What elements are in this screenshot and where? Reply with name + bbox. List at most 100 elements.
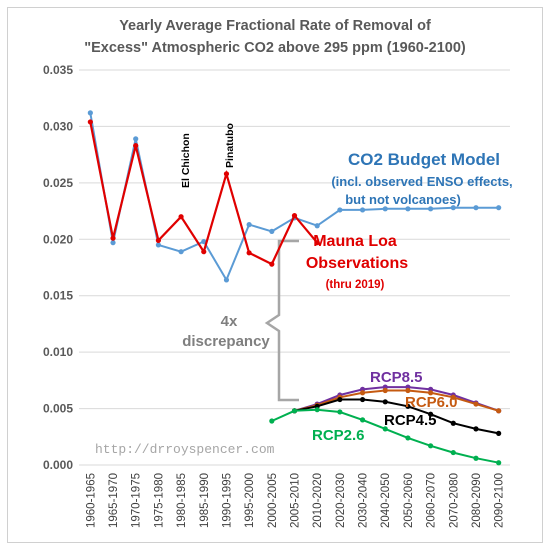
rcp60-series-point	[496, 408, 502, 414]
model-series-point	[496, 205, 502, 211]
model-series-point	[246, 222, 252, 228]
y-tick-label: 0.025	[43, 176, 73, 190]
rcp45-series-line	[294, 398, 499, 435]
chart-frame	[7, 7, 543, 543]
x-tick-label: 2005-2010	[290, 473, 302, 528]
rcp26-series-point	[496, 460, 502, 466]
model-series-point	[450, 205, 456, 211]
y-tick-label: 0.030	[43, 119, 73, 133]
x-tick-label: 2080-2090	[471, 473, 483, 528]
rcp26-series-point	[359, 417, 366, 423]
rcp60-series-point	[382, 387, 388, 394]
y-tick-label: 0.035	[43, 63, 73, 77]
rcp60-series-point	[405, 387, 411, 394]
rcp26-series-point	[473, 455, 479, 461]
x-tick-label: 2040-2050	[380, 473, 392, 528]
observed-label-1: Mauna Loa	[313, 233, 397, 250]
volcano-label-el-chichon: El Chichon	[180, 133, 192, 188]
rcp45-series-point	[337, 396, 343, 403]
x-tick-label: 1990-1995	[221, 473, 233, 528]
observed-series-point	[201, 249, 207, 255]
rcp60-series-point	[473, 401, 479, 407]
rcp45-series-point	[428, 411, 434, 417]
rcp45-label: RCP4.5	[384, 412, 437, 429]
x-tick-label: 1995-2000	[244, 473, 256, 528]
rcp45-series-point	[405, 403, 411, 409]
x-tick-label: 2020-2030	[335, 473, 347, 528]
x-tick-label: 1970-1975	[131, 473, 143, 528]
model-series-point	[337, 207, 343, 213]
rcp26-series-point	[314, 407, 320, 413]
model-series-point	[87, 110, 93, 116]
observed-series-point	[246, 250, 252, 256]
rcp26-series-point	[291, 408, 298, 414]
x-tick-label: 1975-1980	[153, 473, 165, 528]
model-series-point	[359, 207, 366, 213]
observed-note: (thru 2019)	[326, 279, 385, 291]
rcp26-label: RCP2.6	[312, 427, 365, 444]
model-series-point	[269, 228, 275, 234]
model-series-point	[382, 206, 388, 212]
model-note-2: but not volcanoes)	[345, 192, 461, 207]
model-series-point	[314, 223, 320, 229]
discrepancy-bracket	[264, 239, 299, 402]
chart-title-line-1: Yearly Average Fractional Rate of Remova…	[119, 18, 431, 34]
rcp26-series-point	[337, 409, 343, 415]
rcp60-series-point	[428, 390, 434, 396]
y-tick-label: 0.020	[43, 232, 73, 246]
observed-series-point	[269, 261, 275, 267]
volcano-label-pinatubo: Pinatubo	[224, 123, 236, 168]
observed-series-point	[291, 212, 298, 219]
rcp60-label: RCP6.0	[405, 394, 458, 411]
observed-series-point	[223, 171, 230, 177]
x-tick-label: 1960-1965	[85, 473, 97, 528]
model-series-point	[201, 238, 207, 245]
rcp45-series-point	[450, 420, 456, 426]
y-tick-label: 0.010	[43, 345, 73, 359]
model-series-point	[178, 249, 184, 255]
x-tick-label: 2030-2040	[358, 473, 370, 528]
observed-series-point	[133, 143, 139, 149]
model-series-point	[110, 240, 116, 246]
rcp26-series-point	[269, 418, 275, 424]
rcp85-series-line	[294, 386, 500, 412]
x-tick-label: 2090-2100	[494, 473, 506, 528]
x-tick-label: 2000-2005	[267, 473, 279, 528]
x-tick-label: 2050-2060	[403, 473, 415, 528]
rcp26-series-point	[450, 449, 456, 456]
rcp60-series-point	[359, 390, 366, 396]
observed-series-point	[155, 237, 161, 244]
model-label: CO2 Budget Model	[348, 150, 500, 169]
rcp45-series-point	[359, 396, 366, 403]
model-series-point	[473, 205, 479, 211]
y-tick-label: 0.015	[43, 289, 73, 303]
y-tick-label: 0.005	[43, 402, 73, 416]
rcp85-label: RCP8.5	[370, 369, 423, 386]
discrepancy-label-1: 4x	[221, 313, 238, 330]
x-tick-label: 2070-2080	[448, 473, 460, 528]
model-series-point	[133, 136, 139, 142]
x-tick-label: 2060-2070	[426, 473, 438, 528]
observed-label-2: Observations	[306, 255, 408, 272]
rcp26-series-point	[382, 426, 388, 432]
discrepancy-label-2: discrepancy	[182, 333, 270, 350]
observed-series-point	[178, 214, 184, 220]
source-url: http://drroyspencer.com	[95, 442, 275, 457]
model-series-point	[428, 206, 434, 212]
observed-series-point	[314, 240, 320, 246]
x-tick-label: 1980-1985	[176, 473, 188, 528]
y-tick-label: 0.000	[43, 458, 73, 472]
model-series-point	[155, 242, 161, 248]
rcp60-series-line	[294, 389, 499, 412]
rcp45-series-point	[382, 399, 388, 405]
rcp26-series-point	[428, 443, 434, 449]
rcp60-series-point	[450, 394, 456, 400]
observed-series-point	[87, 119, 93, 125]
x-tick-label: 1985-1990	[199, 473, 211, 528]
rcp45-series-point	[473, 426, 479, 432]
model-note-1: (incl. observed ENSO effects,	[331, 174, 512, 189]
rcp45-series-point	[496, 430, 502, 436]
rcp26-series-point	[405, 435, 411, 441]
model-series-point	[405, 206, 411, 212]
